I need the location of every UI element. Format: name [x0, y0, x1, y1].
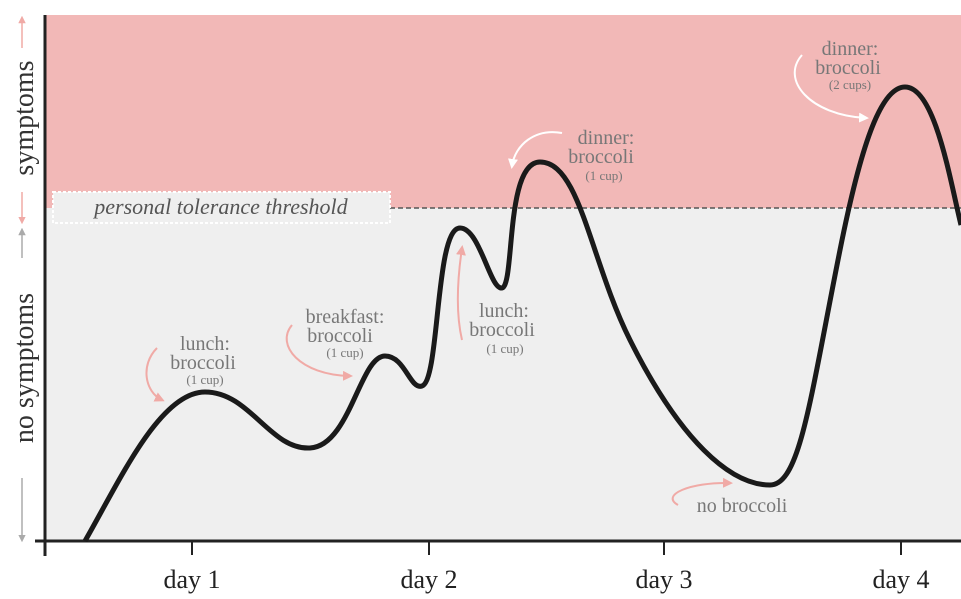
symptom-zone: [45, 15, 961, 208]
symptom-curve: [82, 84, 961, 543]
x-ticks: [191, 541, 902, 555]
annotation: dinner:: [578, 127, 635, 149]
annotation: broccoli: [307, 325, 373, 347]
y-lower-label: no symptoms: [9, 293, 40, 443]
no-symptom-zone: [45, 208, 961, 541]
annotation-arrows: [145, 54, 869, 506]
annotation: breakfast:: [306, 306, 385, 328]
annotation: dinner:: [822, 38, 879, 60]
x-label: day 1: [163, 565, 220, 594]
annotation-note: (1 cup): [585, 168, 622, 183]
annotation: lunch:: [180, 333, 230, 355]
annotation-note: (1 cup): [486, 341, 523, 356]
annotation: broccoli: [170, 352, 236, 374]
threshold-label: personal tolerance threshold: [92, 194, 348, 219]
annotation-note: (2 cups): [829, 77, 871, 92]
annotation: broccoli: [568, 146, 634, 168]
x-label: day 2: [400, 565, 457, 594]
threshold-box: [52, 191, 391, 224]
x-label: day 3: [635, 565, 692, 594]
annotation: lunch:: [479, 300, 529, 322]
annotation: no broccoli: [697, 495, 788, 517]
annotation-note: (1 cup): [326, 345, 363, 360]
annotation: broccoli: [815, 57, 881, 79]
y-upper-label: symptoms: [9, 60, 40, 175]
x-label: day 4: [872, 565, 929, 594]
annotation: broccoli: [469, 319, 535, 341]
annotation-note: (1 cup): [186, 372, 223, 387]
